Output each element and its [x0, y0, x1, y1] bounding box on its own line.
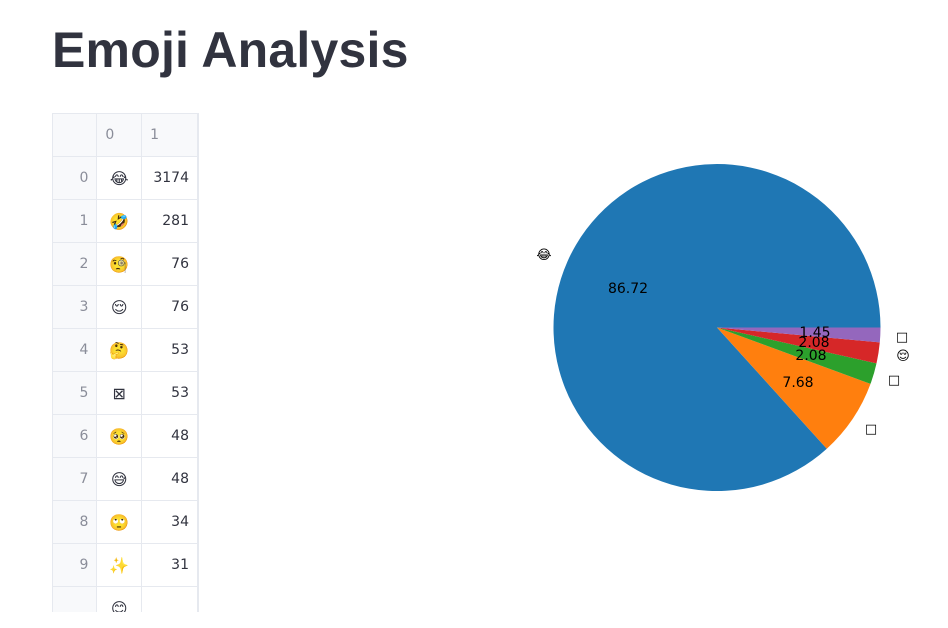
- index-header: [53, 114, 98, 157]
- pie-slice-4: [717, 327, 881, 343]
- row-index: 8: [53, 500, 98, 544]
- table-row: 1 🤣 281: [53, 199, 198, 243]
- emoji-cell[interactable]: 😌: [96, 285, 143, 329]
- count-cell[interactable]: 76: [141, 242, 198, 286]
- table-row: 9 ✨ 31: [53, 543, 198, 587]
- emoji-cell[interactable]: 🤔: [96, 328, 143, 372]
- slice-label-2: □: [888, 373, 900, 388]
- pct-label-2: 2.08: [795, 348, 826, 364]
- emoji-cell[interactable]: 😂: [96, 156, 143, 200]
- count-cell[interactable]: 48: [141, 457, 198, 501]
- pct-label-4: 1.45: [799, 325, 830, 341]
- count-cell[interactable]: [141, 586, 198, 612]
- slice-label-3: 😌: [896, 349, 910, 364]
- slice-label-1: □: [865, 422, 877, 437]
- row-index: [53, 586, 98, 612]
- table-row: 0 😂 3174: [53, 156, 198, 200]
- row-index: 3: [53, 285, 98, 329]
- count-cell[interactable]: 53: [141, 371, 198, 415]
- emoji-pie-chart: 86.72 7.68 2.08 2.08 1.45 😂 □ □ 😌 □: [536, 164, 910, 492]
- table-row: 4 🤔 53: [53, 328, 198, 372]
- table-row: 5 ⊠ 53: [53, 371, 198, 415]
- row-index: 7: [53, 457, 98, 501]
- table-header-row: 0 1: [53, 114, 198, 157]
- emoji-cell[interactable]: 😊: [96, 586, 143, 612]
- pie-slice-3: [717, 327, 880, 364]
- slice-label-4: □: [896, 330, 908, 345]
- table-row: 7 😅 48: [53, 457, 198, 501]
- pie-slice-1: [717, 327, 871, 449]
- emoji-cell[interactable]: 🥺: [96, 414, 143, 458]
- table-row: 3 😌 76: [53, 285, 198, 329]
- row-index: 6: [53, 414, 98, 458]
- column-header-0[interactable]: 0: [96, 114, 143, 157]
- row-index: 2: [53, 242, 98, 286]
- slice-label-0: 😂: [536, 248, 551, 263]
- count-cell[interactable]: 34: [141, 500, 198, 544]
- pct-label-1: 7.68: [782, 375, 813, 391]
- table-row: 😊: [53, 586, 198, 612]
- pie-slice-2: [717, 327, 877, 384]
- count-cell[interactable]: 48: [141, 414, 198, 458]
- page-title: Emoji Analysis: [52, 22, 409, 78]
- table-row: 2 🧐 76: [53, 242, 198, 286]
- row-index: 9: [53, 543, 98, 587]
- emoji-cell[interactable]: 😅: [96, 457, 143, 501]
- emoji-table: 0 1 0 😂 3174 1 🤣 281 2 🧐 76 3 😌: [53, 114, 198, 612]
- pct-label-3: 2.08: [798, 335, 829, 351]
- count-cell[interactable]: 3174: [141, 156, 198, 200]
- pct-label-0: 86.72: [608, 281, 648, 297]
- count-cell[interactable]: 76: [141, 285, 198, 329]
- row-index: 1: [53, 199, 98, 243]
- emoji-cell[interactable]: 🙄: [96, 500, 143, 544]
- emoji-cell[interactable]: ⊠: [96, 371, 143, 415]
- emoji-cell[interactable]: 🧐: [96, 242, 143, 286]
- emoji-cell[interactable]: ✨: [96, 543, 143, 587]
- emoji-cell[interactable]: 🤣: [96, 199, 143, 243]
- row-index: 0: [53, 156, 98, 200]
- count-cell[interactable]: 281: [141, 199, 198, 243]
- column-header-1[interactable]: 1: [141, 114, 198, 157]
- count-cell[interactable]: 53: [141, 328, 198, 372]
- table-row: 8 🙄 34: [53, 500, 198, 544]
- emoji-dataframe[interactable]: 0 1 0 😂 3174 1 🤣 281 2 🧐 76 3 😌: [52, 113, 199, 612]
- table-row: 6 🥺 48: [53, 414, 198, 458]
- row-index: 4: [53, 328, 98, 372]
- row-index: 5: [53, 371, 98, 415]
- pie-slice-0: [553, 164, 881, 492]
- count-cell[interactable]: 31: [141, 543, 198, 587]
